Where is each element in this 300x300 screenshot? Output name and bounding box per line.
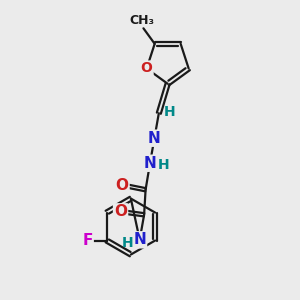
Text: F: F <box>82 233 93 248</box>
Text: O: O <box>141 61 153 76</box>
Text: N: N <box>133 232 146 247</box>
Text: O: O <box>114 204 127 219</box>
Text: N: N <box>144 156 156 171</box>
Text: H: H <box>122 236 133 250</box>
Text: CH₃: CH₃ <box>130 14 154 27</box>
Text: N: N <box>148 131 161 146</box>
Text: H: H <box>158 158 169 172</box>
Text: O: O <box>116 178 128 193</box>
Text: H: H <box>164 105 176 119</box>
